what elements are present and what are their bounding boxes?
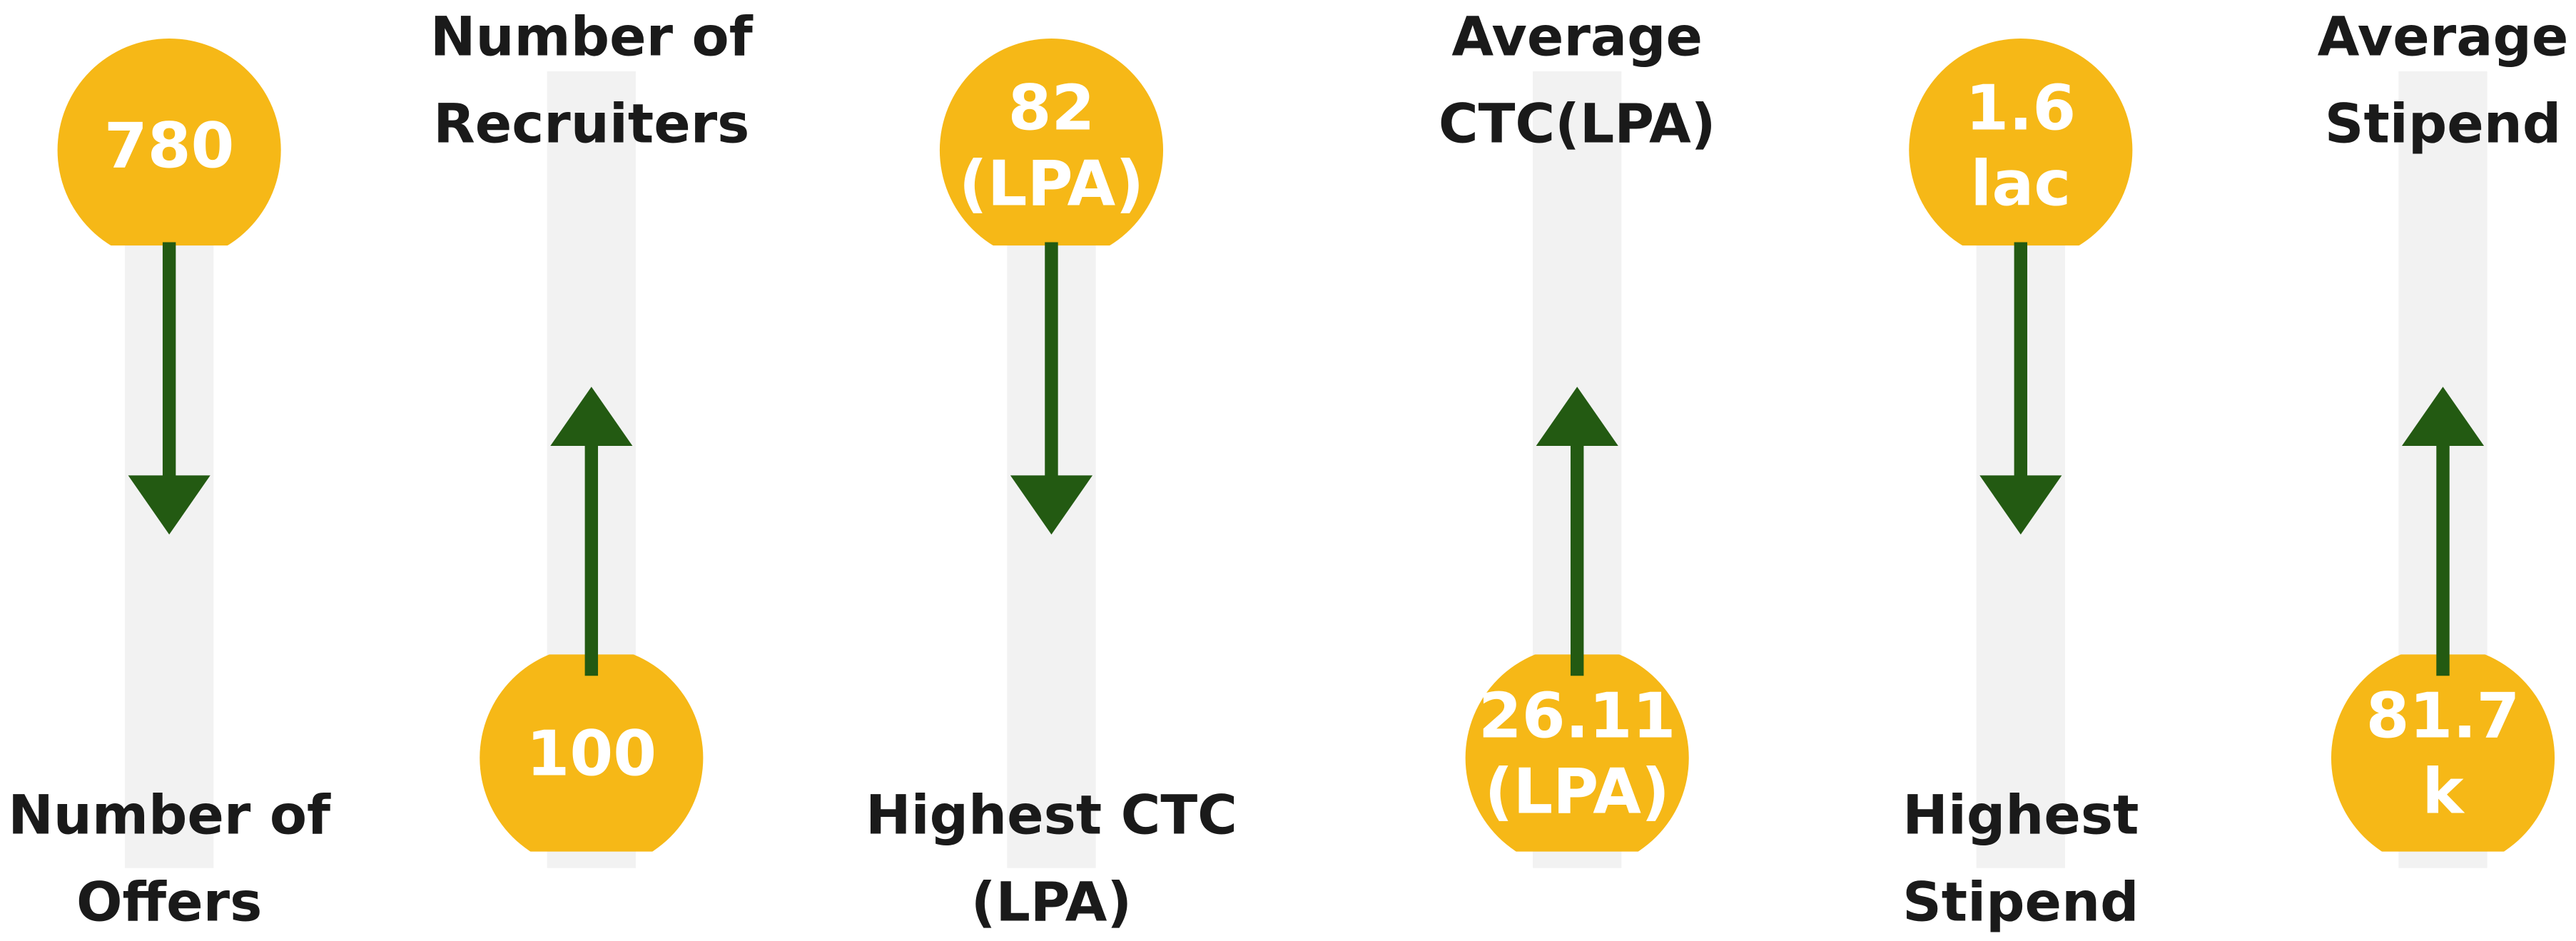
value-text: 82	[1008, 72, 1095, 145]
label-text: Number of	[8, 783, 331, 847]
label-text: Stipend	[2325, 91, 2561, 155]
arrow-head	[1010, 475, 1093, 535]
value-badge	[1465, 654, 1689, 852]
arrow-head	[1979, 475, 2062, 535]
label-text: Recruiters	[433, 91, 749, 155]
value-text: 100	[527, 717, 657, 790]
label-text: CTC(LPA)	[1439, 91, 1716, 155]
label-text: Offers	[76, 870, 262, 934]
value-badge	[480, 654, 704, 852]
value-badge	[2331, 654, 2555, 852]
value-text: 81.7	[2366, 679, 2520, 752]
arrow-head	[128, 475, 211, 535]
value-text: (LPA)	[959, 147, 1144, 220]
value-text: lac	[1970, 147, 2071, 220]
value-text: 780	[104, 109, 235, 182]
arrow-head	[2401, 387, 2485, 446]
label-text: Average	[2318, 4, 2569, 68]
arrow-head	[1536, 387, 1618, 446]
label-text: Average	[1451, 4, 1703, 68]
label-text: Number of	[430, 4, 754, 68]
value-text: 26.11	[1479, 679, 1676, 752]
label-text: (LPA)	[971, 870, 1132, 934]
label-text: Highest CTC	[866, 783, 1237, 847]
value-badge	[57, 39, 281, 246]
label-text: Highest	[1902, 783, 2139, 847]
value-text: 1.6	[1965, 72, 2076, 145]
value-badge	[1909, 39, 2133, 246]
arrow-head	[550, 387, 633, 446]
value-badge	[939, 39, 1163, 246]
value-text: k	[2422, 755, 2465, 828]
value-text: (LPA)	[1484, 755, 1669, 828]
label-text: Stipend	[1902, 870, 2139, 934]
